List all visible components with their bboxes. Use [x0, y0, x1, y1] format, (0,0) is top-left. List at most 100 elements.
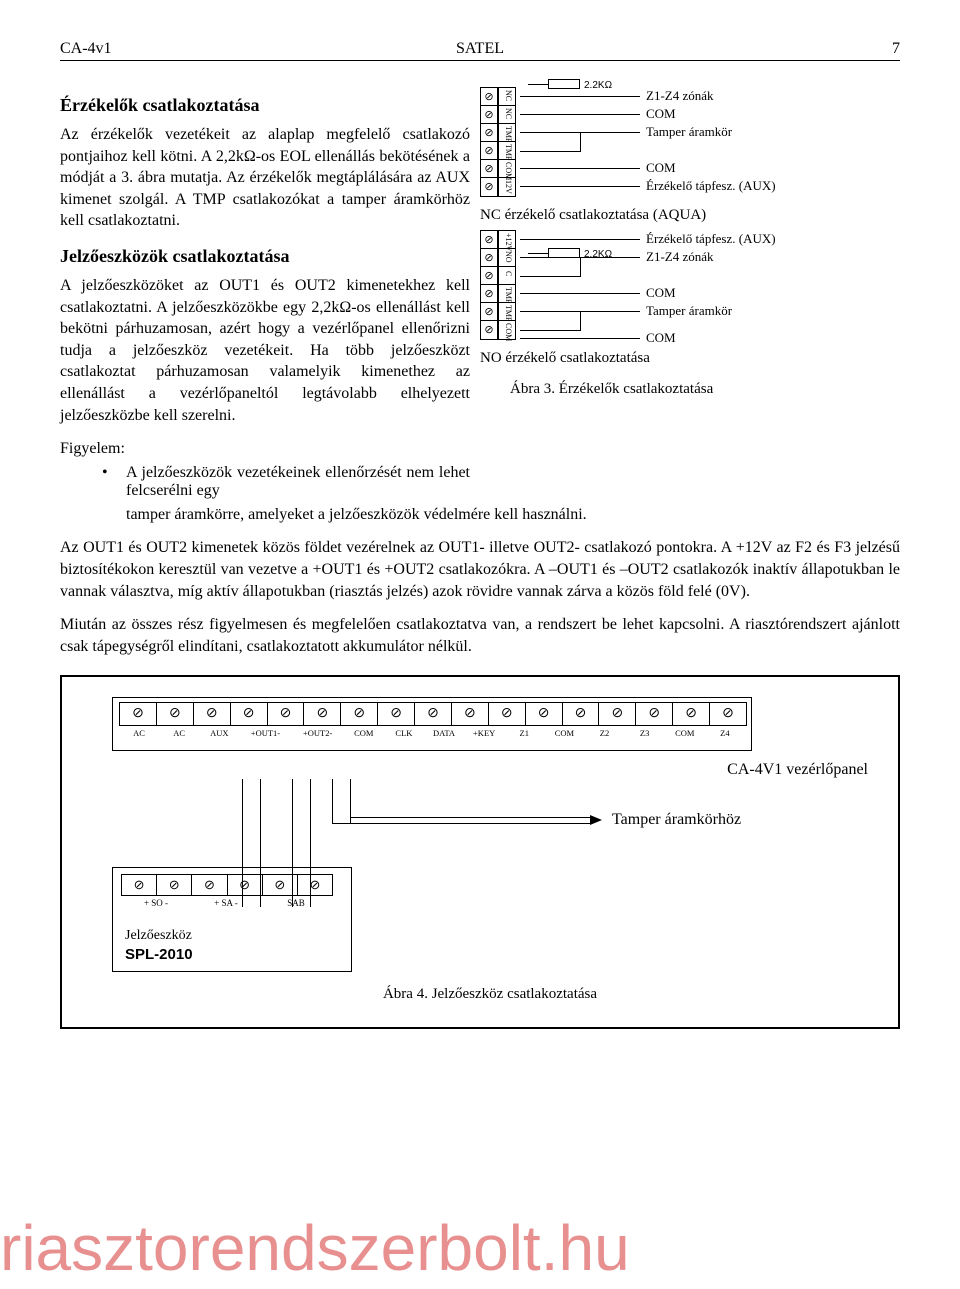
- term-label: +KEY: [464, 728, 504, 738]
- wire-label: COM: [646, 330, 676, 346]
- page-header: CA-4v1 SATEL 7: [60, 40, 900, 61]
- header-center: SATEL: [340, 40, 620, 58]
- screw-icon: ⊘: [452, 703, 489, 725]
- term-label: COM: [665, 728, 705, 738]
- term: TMP: [499, 142, 515, 160]
- right-column: ⊘ ⊘ ⊘ ⊘ ⊘ ⊘ NC NC TMP TMP COM 12V: [480, 81, 900, 508]
- term: NO: [499, 249, 515, 267]
- term-label: Z4: [705, 728, 745, 738]
- screw-icon: ⊘: [481, 160, 497, 178]
- term-label: Z2: [584, 728, 624, 738]
- screw-icon: ⊘: [481, 231, 497, 249]
- wire-label: COM: [646, 285, 676, 301]
- wire-label: Z1-Z4 zónák: [646, 88, 714, 104]
- resistor-top: 2.2KΩ: [528, 75, 612, 93]
- siren-label: Jelzőeszköz: [125, 928, 343, 944]
- section1-p1: Az érzékelők vezetékeit az alaplap megfe…: [60, 124, 470, 232]
- bullet-dot-icon: •: [102, 464, 126, 500]
- wire-label: Érzékelő tápfesz. (AUX): [646, 178, 776, 194]
- term: NC: [499, 106, 515, 124]
- screw-icon: ⊘: [192, 875, 227, 895]
- screw-icon: ⊘: [481, 285, 497, 303]
- term-label: AC: [119, 728, 159, 738]
- figure4-box: ⊘⊘⊘ ⊘⊘⊘ ⊘⊘⊘ ⊘⊘⊘ ⊘⊘⊘ ⊘⊘ AC AC AUX +OUT1- …: [60, 675, 900, 1029]
- no-wires: Érzékelő tápfesz. (AUX) 2.2KΩ Z1-Z4 zóná…: [520, 230, 900, 342]
- wire-label: COM: [646, 106, 676, 122]
- watermark: riasztorendszerbolt.hu: [0, 1211, 630, 1285]
- screw-icon: ⊘: [157, 875, 192, 895]
- term-label: COM: [544, 728, 584, 738]
- screw-icon: ⊘: [481, 267, 497, 285]
- panel-terminal-strip: ⊘⊘⊘ ⊘⊘⊘ ⊘⊘⊘ ⊘⊘⊘ ⊘⊘⊘ ⊘⊘: [119, 702, 747, 726]
- term-label: SAB: [261, 898, 331, 908]
- term: COM: [499, 321, 515, 339]
- screw-icon: ⊘: [120, 703, 157, 725]
- screw-icon: ⊘: [378, 703, 415, 725]
- wire-label: COM: [646, 160, 676, 176]
- nc-title: NC érzékelő csatlakoztatása (AQUA): [480, 207, 900, 224]
- screw-icon: ⊘: [481, 124, 497, 142]
- term-label: + SO -: [121, 898, 191, 908]
- screw-icon: ⊘: [481, 303, 497, 321]
- wire-label: Tamper áramkör: [646, 303, 732, 319]
- term-label: AUX: [199, 728, 239, 738]
- screw-icon: ⊘: [563, 703, 600, 725]
- header-left: CA-4v1: [60, 40, 340, 58]
- figure4-caption: Ábra 4. Jelzőeszköz csatlakoztatása: [112, 986, 868, 1003]
- screw-icon: ⊘: [122, 875, 157, 895]
- screw-icon: ⊘: [231, 703, 268, 725]
- nc-diagram: ⊘ ⊘ ⊘ ⊘ ⊘ ⊘ NC NC TMP TMP COM 12V: [480, 87, 900, 199]
- term-label: + SA -: [191, 898, 261, 908]
- section2-p2: Az OUT1 és OUT2 kimenetek közös földet v…: [60, 537, 900, 602]
- screw-icon: ⊘: [263, 875, 298, 895]
- term-label: +OUT1-: [239, 728, 291, 738]
- screw-icon: ⊘: [481, 249, 497, 267]
- bullet-1-text-a: A jelzőeszközök vezetékeinek ellenőrzésé…: [126, 464, 470, 500]
- term: COM: [499, 160, 515, 178]
- screw-icon: ⊘: [673, 703, 710, 725]
- screw-icon: ⊘: [636, 703, 673, 725]
- screw-icon: ⊘: [157, 703, 194, 725]
- nc-label-column: NC NC TMP TMP COM 12V: [498, 87, 516, 197]
- term: C: [499, 267, 515, 285]
- tamper-label: Tamper áramkörhöz: [612, 811, 741, 829]
- term-label: Z3: [625, 728, 665, 738]
- screw-icon: ⊘: [481, 142, 497, 160]
- screw-icon: ⊘: [194, 703, 231, 725]
- term-label: COM: [344, 728, 384, 738]
- term: NC: [499, 88, 515, 106]
- screw-icon: ⊘: [489, 703, 526, 725]
- no-diagram: ⊘ ⊘ ⊘ ⊘ ⊘ ⊘ +12V NO C TMP TMP COM: [480, 230, 900, 342]
- no-screw-column: ⊘ ⊘ ⊘ ⊘ ⊘ ⊘: [480, 230, 498, 340]
- nc-wires: 2.2KΩ Z1-Z4 zónák COM Tamper áramkör COM…: [520, 87, 900, 199]
- screw-icon: ⊘: [599, 703, 636, 725]
- attention-label: Figyelem:: [60, 438, 470, 460]
- screw-icon: ⊘: [268, 703, 305, 725]
- term-label: DATA: [424, 728, 464, 738]
- header-right: 7: [620, 40, 900, 58]
- bullet-1: • A jelzőeszközök vezetékeinek ellenőrzé…: [102, 464, 470, 500]
- term-label: +OUT2-: [292, 728, 344, 738]
- term-label: Z1: [504, 728, 544, 738]
- nc-screw-column: ⊘ ⊘ ⊘ ⊘ ⊘ ⊘: [480, 87, 498, 197]
- wire-label: Z1-Z4 zónák: [646, 249, 714, 265]
- screw-icon: ⊘: [481, 88, 497, 106]
- term-label: AC: [159, 728, 199, 738]
- section1-title: Érzékelők csatlakoztatása: [60, 95, 470, 116]
- screw-icon: ⊘: [341, 703, 378, 725]
- screw-icon: ⊘: [710, 703, 746, 725]
- term: TMP: [499, 285, 515, 303]
- section2-p3: Miután az összes rész figyelmesen és meg…: [60, 614, 900, 657]
- screw-icon: ⊘: [415, 703, 452, 725]
- page: CA-4v1 SATEL 7 Érzékelők csatlakoztatása…: [0, 0, 960, 1039]
- siren-terminal-labels: + SO - + SA - SAB: [121, 898, 331, 908]
- section2-title: Jelzőeszközök csatlakoztatása: [60, 246, 470, 267]
- figure3-caption: Ábra 3. Érzékelők csatlakoztatása: [510, 381, 900, 398]
- screw-icon: ⊘: [526, 703, 563, 725]
- term: TMP: [499, 303, 515, 321]
- panel-label: CA-4V1 vezérlőpanel: [727, 761, 868, 779]
- term: +12V: [499, 231, 515, 249]
- tamper-arrow: Tamper áramkörhöz: [112, 779, 868, 859]
- no-label-column: +12V NO C TMP TMP COM: [498, 230, 516, 340]
- screw-icon: ⊘: [481, 106, 497, 124]
